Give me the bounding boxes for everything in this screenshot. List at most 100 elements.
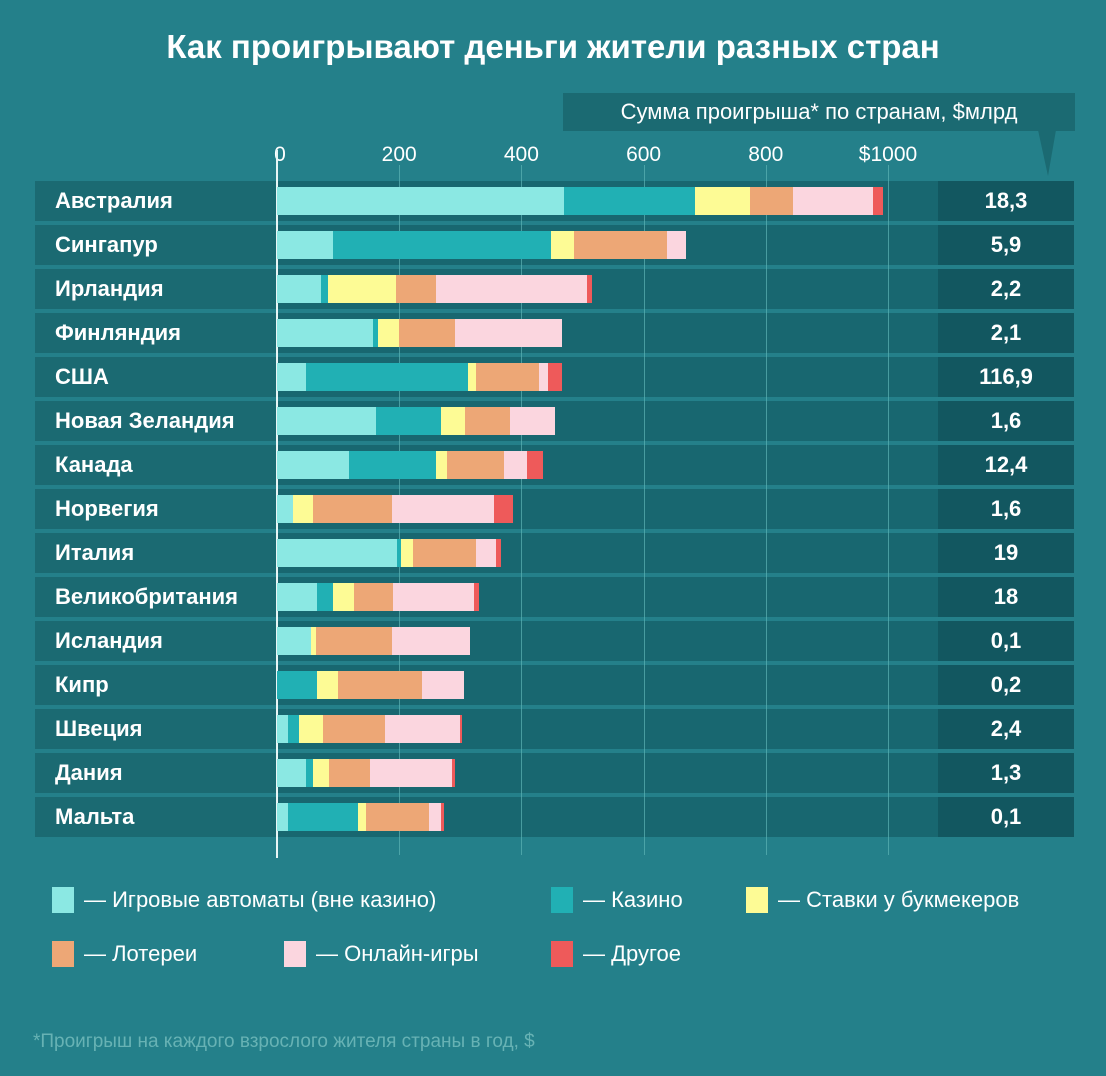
country-total: 2,4 bbox=[938, 709, 1074, 749]
bar-segment bbox=[429, 803, 441, 831]
legend-label: — Лотереи bbox=[84, 941, 198, 966]
bar-segment bbox=[391, 627, 471, 655]
bar-segment bbox=[586, 275, 593, 303]
bar-segment bbox=[277, 231, 333, 259]
legend-item: — Онлайн-игры bbox=[284, 941, 479, 967]
bar-segment bbox=[384, 715, 461, 743]
bar-segment bbox=[287, 803, 358, 831]
legend-item: — Ставки у букмекеров bbox=[746, 887, 1019, 913]
bar-segment bbox=[287, 715, 299, 743]
gridline bbox=[521, 165, 523, 855]
bar-segment bbox=[317, 671, 339, 699]
bar-segment bbox=[749, 187, 793, 215]
bar-segment bbox=[694, 187, 750, 215]
country-total: 116,9 bbox=[938, 357, 1074, 397]
country-label: Мальта bbox=[35, 797, 277, 837]
country-total: 18,3 bbox=[938, 181, 1074, 221]
bar-segment bbox=[277, 803, 288, 831]
bar-segment bbox=[401, 539, 413, 567]
legend-swatch bbox=[52, 941, 74, 967]
gridline bbox=[765, 165, 767, 855]
bar-segment bbox=[396, 539, 402, 567]
bar-segment bbox=[510, 407, 555, 435]
bar-segment bbox=[338, 671, 423, 699]
bar-segment bbox=[446, 451, 504, 479]
bar-segment bbox=[277, 539, 397, 567]
legend-label: — Онлайн-игры bbox=[316, 941, 479, 966]
bar-segment bbox=[332, 583, 354, 611]
bar-segment bbox=[393, 583, 474, 611]
country-label: Кипр bbox=[35, 665, 277, 705]
bar-segment bbox=[313, 495, 392, 523]
bar-segment bbox=[277, 275, 321, 303]
x-tick-label: 400 bbox=[503, 143, 539, 166]
legend-item: — Лотереи bbox=[52, 941, 197, 967]
bar-segment bbox=[369, 759, 452, 787]
totals-header: Сумма проигрыша* по странам, $млрд bbox=[563, 93, 1075, 131]
legend-item: — Игровые автоматы (вне казино) bbox=[52, 887, 436, 913]
bar-segment bbox=[332, 231, 552, 259]
bar-segment bbox=[305, 363, 469, 391]
country-label: Австралия bbox=[35, 181, 277, 221]
bar-segment bbox=[327, 275, 397, 303]
bar-segment bbox=[277, 451, 350, 479]
chart-title: Как проигрывают деньги жители разных стр… bbox=[166, 28, 940, 65]
bar-segment bbox=[277, 319, 373, 347]
bar-segment bbox=[539, 363, 549, 391]
bar-segment bbox=[464, 407, 511, 435]
bar-segment bbox=[493, 495, 513, 523]
bar-segment bbox=[666, 231, 686, 259]
country-total: 0,1 bbox=[938, 797, 1074, 837]
bar-segment bbox=[872, 187, 884, 215]
bar-segment bbox=[503, 451, 527, 479]
footnote: *Проигрыш на каждого взрослого жителя ст… bbox=[33, 1031, 535, 1052]
bar-segment bbox=[292, 495, 314, 523]
country-total: 18 bbox=[938, 577, 1074, 617]
bar-segment bbox=[328, 759, 370, 787]
country-label: Сингапур bbox=[35, 225, 277, 265]
x-tick-label: 200 bbox=[381, 143, 417, 166]
bar-segment bbox=[277, 495, 293, 523]
bar-segment bbox=[378, 319, 399, 347]
country-label: Исландия bbox=[35, 621, 277, 661]
legend-label: — Игровые автоматы (вне казино) bbox=[84, 887, 437, 912]
country-total: 0,1 bbox=[938, 621, 1074, 661]
country-label: Великобритания bbox=[35, 577, 277, 617]
bar-segment bbox=[298, 715, 323, 743]
bar-segment bbox=[398, 319, 455, 347]
bar-segment bbox=[454, 319, 563, 347]
country-total: 1,6 bbox=[938, 489, 1074, 529]
legend-swatch bbox=[284, 941, 306, 967]
country-label: США bbox=[35, 357, 277, 397]
country-label: Швеция bbox=[35, 709, 277, 749]
bar-segment bbox=[313, 759, 329, 787]
bar-segment bbox=[548, 363, 563, 391]
country-total: 1,6 bbox=[938, 401, 1074, 441]
bar-segment bbox=[365, 803, 430, 831]
bar-segment bbox=[436, 451, 447, 479]
bar-segment bbox=[573, 231, 667, 259]
country-label: Ирландия bbox=[35, 269, 277, 309]
legend-swatch bbox=[52, 887, 74, 913]
country-label: Норвегия bbox=[35, 489, 277, 529]
bar-segment bbox=[372, 319, 379, 347]
bar-segment bbox=[551, 231, 574, 259]
x-tick-label: 600 bbox=[626, 143, 662, 166]
bar-segment bbox=[792, 187, 873, 215]
legend-item: — Казино bbox=[551, 887, 683, 913]
bar-segment bbox=[277, 407, 376, 435]
country-total: 2,2 bbox=[938, 269, 1074, 309]
bar-segment bbox=[526, 451, 544, 479]
bar-segment bbox=[440, 407, 465, 435]
bar-segment bbox=[476, 539, 497, 567]
bar-segment bbox=[422, 671, 464, 699]
bar-segment bbox=[391, 495, 494, 523]
country-label: Канада bbox=[35, 445, 277, 485]
legend-item: — Другое bbox=[551, 941, 681, 967]
country-total: 12,4 bbox=[938, 445, 1074, 485]
country-label: Новая Зеландия bbox=[35, 401, 277, 441]
x-tick-label: $1000 bbox=[858, 143, 918, 166]
bar-segment bbox=[277, 671, 318, 699]
bar-segment bbox=[475, 363, 540, 391]
